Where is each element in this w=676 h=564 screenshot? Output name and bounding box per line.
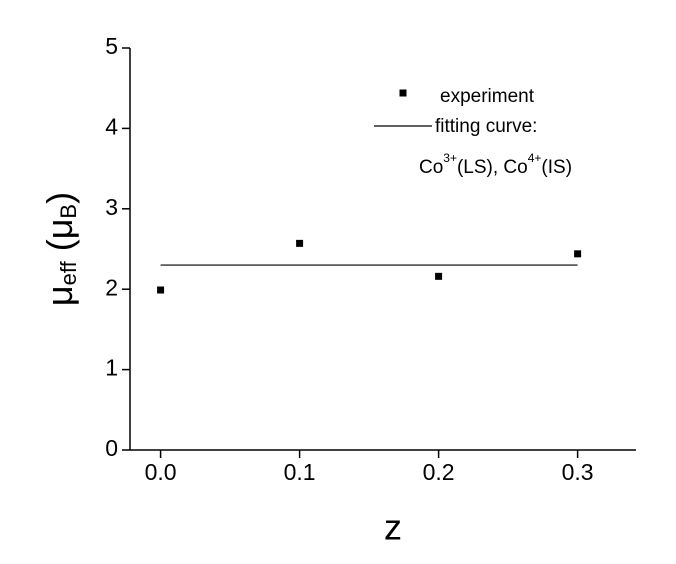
y-label-part: (μ — [39, 219, 80, 262]
x-tick-label: 0.1 — [284, 459, 316, 485]
y-tick-label: 5 — [105, 33, 118, 59]
x-tick-label: 0.0 — [145, 459, 177, 485]
y-tick-label: 1 — [105, 355, 118, 381]
y-tick-label: 2 — [105, 274, 118, 300]
y-label-part: μ — [39, 285, 80, 306]
x-tick-label: 0.3 — [562, 459, 594, 485]
data-point — [157, 286, 165, 294]
annotation-sup: 4+ — [528, 151, 542, 165]
annotation-part: (IS) — [541, 157, 572, 178]
annotation-sup: 3+ — [443, 151, 457, 165]
annotation: Co3+(LS), Co4+(IS) — [419, 151, 572, 178]
legend-label: fitting curve: — [435, 116, 537, 137]
data-point — [435, 272, 443, 280]
y-axis-label: μeff (μB) — [39, 192, 81, 306]
annotation-part: (LS), Co — [457, 157, 528, 178]
y-label-sub: eff — [56, 260, 81, 285]
x-tick-label: 0.2 — [423, 459, 455, 485]
data-point — [296, 239, 304, 247]
annotation-part: Co — [419, 157, 443, 178]
x-axis-label: z — [384, 507, 402, 548]
data-point — [574, 250, 582, 258]
y-label-part: ) — [39, 192, 80, 204]
y-tick-label: 0 — [105, 435, 118, 461]
y-label-sub: B — [56, 204, 81, 219]
y-tick-label: 4 — [105, 113, 118, 139]
y-tick-label: 3 — [105, 194, 118, 220]
legend-marker — [399, 89, 407, 97]
legend-label: experiment — [440, 86, 535, 107]
